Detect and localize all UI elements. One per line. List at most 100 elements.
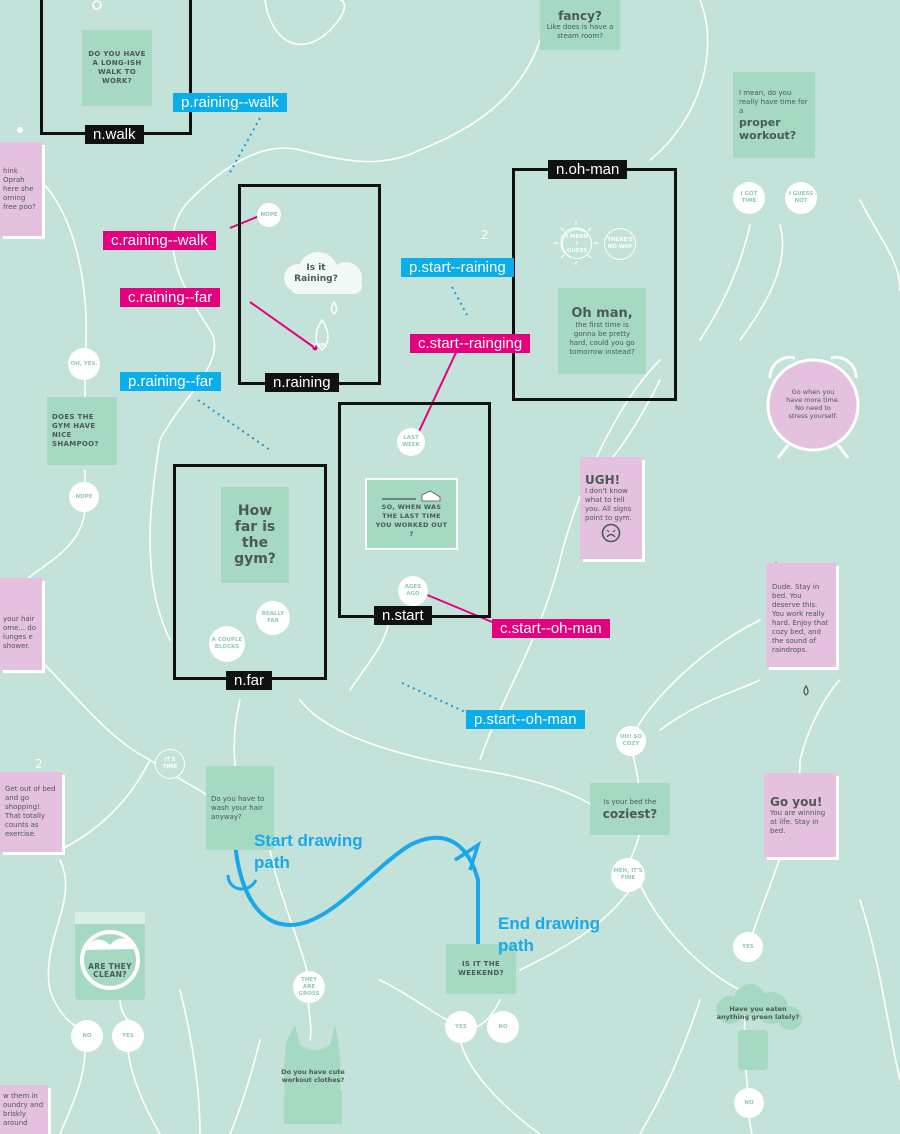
oh-man-card: Oh man, the first time is gonna be prett… — [558, 288, 646, 374]
workout-big: proper workout? — [739, 115, 797, 142]
node-label-raining[interactable]: n.raining — [265, 373, 339, 392]
clean-text: ARE THEY CLEAN? — [88, 962, 132, 979]
laundry-text: w them in oundry and briskly around — [3, 1091, 44, 1127]
path-label-raining-walk[interactable]: p.raining--walk — [173, 93, 287, 112]
start-question-text: SO, WHEN WAS THE LAST TIME YOU WORKED OU… — [375, 503, 448, 538]
connector-label-raining-far[interactable]: c.raining--far — [120, 288, 221, 307]
answer-no-mid: NO — [487, 1011, 519, 1043]
path-label-start-raining[interactable]: p.start--raining — [401, 258, 514, 277]
answer-no-left: NO — [71, 1020, 103, 1052]
shopping-card: Get out of bed and go shopping! That tot… — [0, 772, 62, 852]
path-label-raining-far[interactable]: p.raining--far — [120, 372, 222, 391]
answer-nope-gym: NOPE — [69, 482, 99, 512]
far-question-card: How far is the gym? — [221, 487, 289, 583]
connector-label-start-rainging[interactable]: c.start--rainging — [410, 334, 531, 353]
node-label-start[interactable]: n.start — [374, 606, 432, 625]
answer-they-gross: THEY ARE GROSS — [293, 971, 325, 1003]
far-question-text: How far is the gym? — [234, 503, 276, 567]
node-box-far[interactable] — [173, 464, 327, 680]
answer-guess-not: I GUESS NOT — [785, 182, 817, 214]
node-box-raining[interactable] — [238, 184, 381, 385]
start-path-note: Start drawing path — [254, 831, 363, 872]
answer-yes-right: YES — [733, 932, 763, 962]
node-label-walk[interactable]: n.walk — [85, 125, 144, 144]
ugh-card: UGH! I don't know what to tell you. All … — [580, 457, 642, 559]
answer-oh-yes: OH, YES. — [68, 348, 100, 380]
sad-face-icon — [601, 523, 621, 543]
green-text: Have you eaten anything green lately? — [716, 1005, 800, 1021]
clock-text: Go when you have more time. No need to s… — [786, 388, 840, 420]
go-you-body: You are winning at life. Stay in bed. — [770, 808, 826, 835]
answer-last-week: LAST WEEK — [397, 428, 425, 456]
washing-machine-icon — [75, 912, 145, 1000]
weekend-text: IS IT THE WEEKEND? — [458, 960, 504, 977]
wash-hair-card: Do you have to wash your hair anyway? — [206, 766, 274, 850]
raining-question-text: Is it Raining? — [294, 263, 338, 284]
node-box-start[interactable] — [338, 402, 491, 618]
walk-question-card: DO YOU HAVE A LONG-ISH WALK TO WORK? — [82, 30, 152, 106]
cloud-icon — [284, 252, 362, 294]
go-you-title: Go you! — [770, 794, 823, 809]
step-marker-2: 2 — [35, 757, 43, 771]
node-box-oh-man[interactable] — [512, 168, 677, 401]
gym-shampoo-text: DOES THE GYM HAVE NICE SHAMPOO? — [52, 413, 99, 448]
sneaker-icon — [381, 490, 440, 502]
end-path-note: End drawing path — [498, 914, 600, 955]
tanktop-icon — [283, 1025, 342, 1124]
dude-text: Dude. Stay in bed. You deserve this. You… — [772, 583, 829, 654]
ugh-body: I don't know what to tell you. All signs… — [585, 487, 632, 522]
oh-man-body: the first time is gonna be pretty hard, … — [569, 320, 635, 356]
answer-nope-top: NOPE — [257, 203, 281, 227]
alarm-clock-icon — [766, 355, 860, 459]
gym-shampoo-card: DOES THE GYM HAVE NICE SHAMPOO? — [47, 397, 117, 465]
wash-hair-text: Do you have to wash your hair anyway? — [211, 794, 265, 821]
answer-uh-so-cozy: UH! SO COZY — [616, 726, 646, 756]
drawn-path — [233, 835, 480, 947]
path-label-start-oh-man[interactable]: p.start--oh-man — [466, 710, 585, 729]
go-you-card: Go you! You are winning at life. Stay in… — [764, 773, 836, 857]
answer-mean-guess: I MEAN I GUESS — [562, 229, 592, 259]
shopping-text: Get out of bed and go shopping! That tot… — [5, 785, 56, 838]
workout-small: I mean, do you really have time for a — [739, 88, 808, 115]
cute-clothes-text: Do you have cute workout clothes? — [281, 1068, 345, 1084]
weekend-card: IS IT THE WEEKEND? — [446, 944, 516, 994]
oprah-card: hink Oprah here she orning free poo? — [0, 142, 42, 236]
fancy-title: fancy? — [558, 9, 602, 23]
answer-yup: YUP! — [312, 342, 328, 349]
dude-card: Dude. Stay in bed. You deserve this. You… — [766, 563, 836, 667]
answer-yes-mid: YES — [445, 1011, 477, 1043]
oh-man-title: Oh man, — [571, 305, 633, 321]
fancy-card: fancy? Like does is have a steam room? — [540, 0, 620, 50]
answer-got-time: I GOT TIME — [733, 182, 765, 214]
ugh-title: UGH! — [585, 473, 621, 487]
workout-card: I mean, do you really have time for a pr… — [733, 72, 815, 158]
oprah-text: hink Oprah here she orning free poo? — [3, 166, 36, 211]
bed-big: coziest? — [602, 806, 658, 821]
raindrop-icons — [315, 300, 338, 352]
laundry-card: w them in oundry and briskly around — [0, 1085, 48, 1134]
raining-question: Is it Raining? — [294, 258, 338, 290]
answer-its-time: IT'S TIME — [155, 749, 185, 779]
node-label-oh-man[interactable]: n.oh-man — [548, 160, 628, 179]
connector-label-raining-walk[interactable]: c.raining--walk — [103, 231, 216, 250]
shower-text: your hair ome... do lunges e shower. — [3, 615, 37, 650]
bed-card: Is your bed the coziest? — [590, 783, 670, 835]
node-label-far[interactable]: n.far — [226, 671, 273, 690]
answer-meh-fine: MEH, IT'S FINE — [611, 858, 645, 892]
answer-couple-blocks: A COUPLE BLOCKS — [209, 626, 245, 662]
fancy-subtitle: Like does is have a steam room? — [546, 23, 614, 40]
answer-no-right: NO — [734, 1088, 764, 1118]
start-question-card: SO, WHEN WAS THE LAST TIME YOU WORKED OU… — [365, 478, 458, 550]
answer-really-far: REALLY FAR — [256, 601, 290, 635]
walk-question-text: DO YOU HAVE A LONG-ISH WALK TO WORK? — [88, 50, 146, 85]
shower-card: your hair ome... do lunges e shower. — [0, 578, 42, 670]
node-box-walk[interactable] — [40, 0, 192, 135]
connector-label-start-oh-man[interactable]: c.start--oh-man — [492, 619, 610, 638]
step-marker-1: 2 — [481, 228, 489, 242]
answer-ages-ago: AGES AGO — [398, 576, 428, 606]
answer-no-way: THERE'S NO WAY — [604, 228, 636, 260]
broccoli-icon — [716, 984, 802, 1070]
answer-yes-left: YES — [112, 1020, 144, 1052]
bed-small: Is your bed the — [603, 797, 657, 806]
